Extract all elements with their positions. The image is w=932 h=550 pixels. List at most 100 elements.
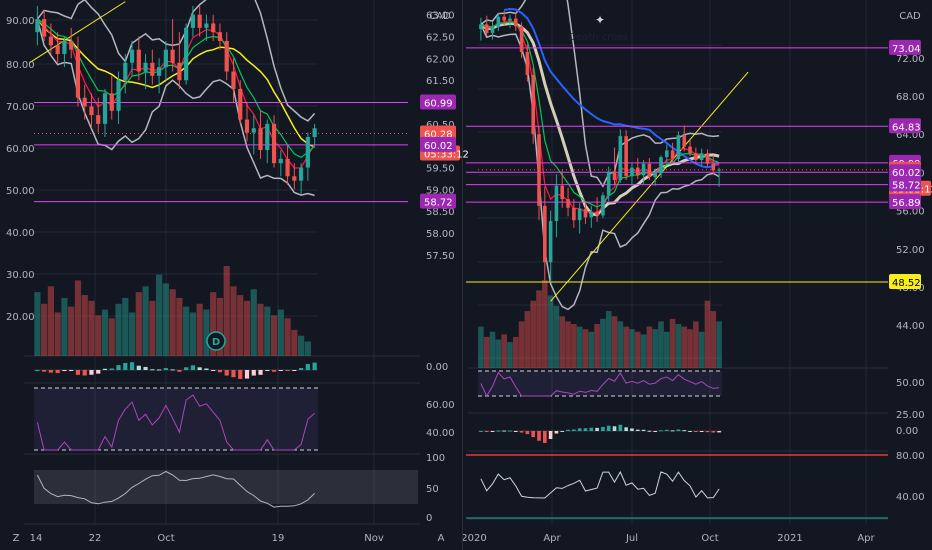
volume-bar — [687, 329, 693, 368]
price-tag-label: 48.52 — [892, 278, 921, 289]
macd-histogram-bar — [123, 362, 128, 370]
candle-body — [484, 24, 489, 33]
left-scale-tick: 80.00 — [6, 60, 35, 71]
left-scale-tick: 60.00 — [6, 144, 35, 155]
left-interval-badge[interactable]: D — [206, 331, 226, 351]
rsi-band — [34, 388, 318, 450]
price-tag-bg — [420, 125, 456, 141]
price-tag-label: 64.83 — [892, 122, 921, 133]
volume-bar — [74, 280, 82, 356]
price-tag-label: 60.99 — [424, 99, 453, 110]
macd-histogram-bar — [711, 431, 716, 433]
macd-histogram-bar — [69, 370, 74, 371]
right-time-axis: 2020 Apr Jul Oct 2021 Apr — [461, 533, 875, 544]
volume-bar — [304, 341, 311, 356]
volume-bar — [47, 286, 55, 356]
left-stoch-pane — [34, 470, 418, 508]
right-scale-tick: 63.00 — [426, 11, 455, 22]
right-scale-tick: 44.00 — [896, 321, 925, 332]
candle-body — [305, 137, 310, 168]
macd-histogram-bar — [479, 431, 483, 432]
candle-body — [647, 163, 652, 178]
volume-bar — [115, 303, 122, 356]
right-candles — [479, 10, 721, 283]
volume-bar — [588, 331, 595, 368]
bollinger-lower-line — [36, 18, 315, 197]
right-scale-tick: 72.00 — [896, 54, 925, 65]
right-scale-tick: 64.00 — [896, 130, 925, 141]
left-time-axis: 14 22 Oct 19 Nov — [30, 533, 384, 544]
left-volume-bars — [34, 266, 311, 356]
candle-body — [554, 185, 559, 222]
candle-body — [190, 14, 196, 28]
candle-body — [624, 136, 628, 177]
stoch-scale-tick: 0 — [426, 513, 432, 524]
volume-bar — [652, 329, 658, 368]
macd-histogram-bar — [566, 429, 570, 431]
candle-body — [688, 146, 692, 154]
right-macd-histogram — [478, 424, 722, 443]
time-axis-label: Oct — [701, 533, 718, 544]
volume-bar — [257, 303, 264, 356]
right-axis-mode-button[interactable]: A — [438, 533, 445, 544]
candle-body — [694, 153, 698, 160]
candle-body — [89, 106, 94, 116]
rsi-scale-tick: 50.00 — [896, 378, 925, 389]
candle-body — [577, 208, 582, 221]
volume-bar — [547, 295, 554, 368]
volume-bar — [270, 315, 278, 356]
volume-bar — [223, 266, 230, 356]
candle-body — [537, 134, 541, 206]
price-tag-bg — [420, 136, 456, 152]
macd-histogram-bar — [35, 370, 40, 371]
volume-bar — [553, 305, 560, 368]
macd-histogram-bar — [583, 428, 588, 431]
macd-histogram-bar — [635, 429, 640, 431]
stoch-band — [34, 470, 418, 504]
candle-body — [123, 62, 128, 81]
candle-body — [601, 195, 605, 216]
right-volume-bars — [478, 280, 722, 368]
macd-histogram-bar — [129, 362, 135, 370]
candle-body — [211, 23, 216, 33]
macd-histogram-bar — [647, 430, 652, 432]
macd-histogram-bar — [612, 426, 617, 431]
right-scale-tick: 68.00 — [896, 92, 925, 103]
right-scale-tick: 57.50 — [426, 251, 455, 262]
volume-bar — [542, 280, 548, 368]
time-axis-label: Apr — [857, 533, 875, 544]
left-scale-tick: 40.00 — [6, 228, 35, 239]
macd-histogram-bar — [665, 429, 669, 431]
macd-histogram-bar — [244, 370, 250, 379]
rsi-scale-tick: 60.00 — [426, 400, 455, 411]
volume-bar — [122, 297, 129, 356]
macd-histogram-bar — [670, 430, 675, 432]
volume-bar — [536, 290, 542, 368]
left-axis-mode-button[interactable]: Z — [13, 533, 20, 544]
macd-histogram-bar — [265, 370, 270, 371]
right-currency-label: CAD — [899, 11, 921, 22]
left-scale-tick: 20.00 — [6, 312, 35, 323]
left-horizontal-levels — [34, 102, 408, 203]
macd-histogram-bar — [525, 431, 530, 435]
rsi-scale-tick: 25.00 — [896, 410, 925, 421]
volume-bar — [237, 295, 244, 356]
time-axis-label: 19 — [272, 533, 285, 544]
macd-histogram-bar — [143, 366, 148, 370]
volume-bar — [524, 311, 531, 368]
candle-body — [292, 176, 297, 181]
stoch-scale-tick: 50 — [426, 484, 439, 495]
candle-body — [508, 18, 512, 21]
right-scale-tick: 62.00 — [426, 54, 455, 65]
volume-bar — [600, 318, 606, 368]
volume-bar — [611, 316, 618, 368]
price-tag-bg — [889, 194, 921, 210]
macd-histogram-bar — [606, 425, 611, 431]
right-scale-tick: 58.50 — [426, 207, 455, 218]
candle-body — [513, 18, 518, 27]
candle-body — [217, 32, 223, 41]
macd-histogram-bar — [694, 431, 698, 432]
